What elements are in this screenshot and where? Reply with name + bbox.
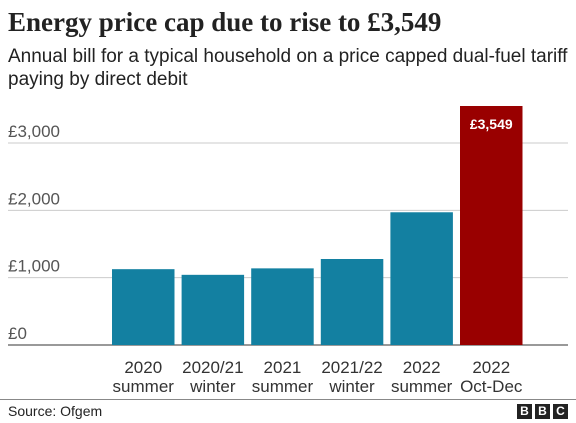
bbc-logo-letter-2: B [535,404,550,419]
y-tick-label: £0 [8,324,27,343]
footer-divider [0,399,576,400]
x-tick-label: summer [113,377,175,396]
data-label: £3,549 [470,116,513,132]
bbc-logo-letter-1: B [517,404,532,419]
x-tick-label: winter [328,377,375,396]
source-note: Source: Ofgem [8,403,103,419]
x-tick-label: Oct-Dec [460,377,523,396]
bar [112,269,175,345]
bar [390,212,453,345]
y-tick-label: £1,000 [8,257,60,276]
y-tick-label: £3,000 [8,122,60,141]
x-tick-label: 2020/21 [182,358,243,377]
x-tick-label: 2022 [472,358,510,377]
x-tick-label: 2020 [124,358,162,377]
bar [320,259,384,345]
bar [460,106,523,345]
bar-chart: £0£1,000£2,000£3,0002020summer2020/21win… [8,106,568,396]
x-tick-label: 2021 [264,358,302,377]
chart-subtitle: Annual bill for a typical household on a… [8,46,568,90]
bbc-logo: B B C [517,404,568,419]
y-tick-label: £2,000 [8,189,60,208]
bar [181,274,245,345]
x-tick-label: 2021/22 [321,358,382,377]
bar [251,268,314,345]
x-tick-label: summer [391,377,453,396]
x-tick-label: summer [252,377,314,396]
chart-title: Energy price cap due to rise to £3,549 [8,7,442,37]
x-tick-label: 2022 [403,358,441,377]
bbc-logo-letter-3: C [553,404,568,419]
x-tick-label: winter [189,377,236,396]
